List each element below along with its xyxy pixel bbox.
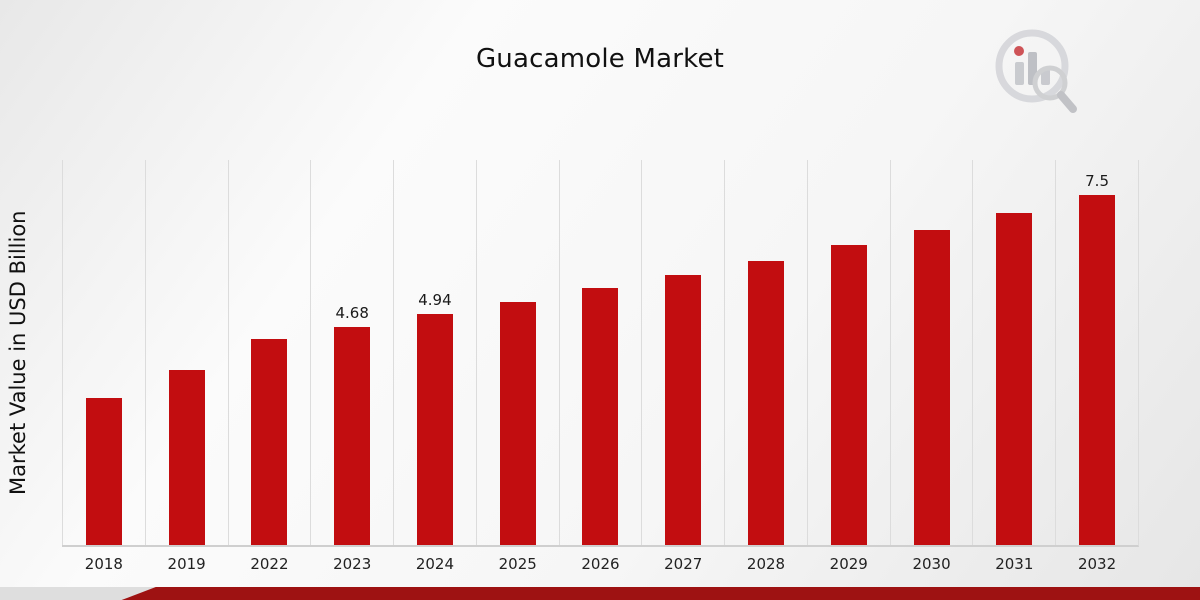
bar-2025 (499, 302, 536, 545)
bar-slot: 2029 (806, 160, 890, 573)
footer-band (0, 587, 1200, 600)
x-tick-2029: 2029 (829, 555, 868, 573)
x-tick-2023: 2023 (333, 555, 372, 573)
plot-area: 2018 2019 2022 4.68 2023 4.94 2024 2025 2026 2027… (62, 160, 1139, 573)
data-label-2024: 4.94 (418, 291, 452, 309)
bar-slot: 2028 (724, 160, 807, 573)
bar-slot: 7.5 2032 (1055, 160, 1138, 573)
x-tick-2030: 2030 (912, 555, 951, 573)
data-label-2032: 7.5 (1085, 172, 1109, 190)
bar-2030 (913, 230, 950, 545)
x-tick-2027: 2027 (664, 555, 703, 573)
bar-slot: 4.68 2023 (310, 160, 393, 573)
x-tick-2028: 2028 (746, 555, 786, 573)
bar-slot: 2019 (144, 160, 228, 573)
bar-slot: 2022 (227, 160, 311, 573)
x-tick-2022: 2022 (250, 555, 289, 573)
bar-slot: 2026 (558, 160, 642, 573)
bar-2018 (85, 398, 122, 545)
bar-2029 (830, 245, 867, 545)
bar-2019 (168, 370, 205, 545)
chart-title: Guacamole Market (475, 44, 725, 74)
bar-slot: 4.94 2024 (393, 160, 476, 573)
x-tick-2024: 2024 (415, 555, 455, 573)
x-tick-2032: 2032 (1077, 555, 1117, 573)
bar-2024 (416, 314, 453, 545)
bar-slot: 2027 (641, 160, 724, 573)
footer-wedge (0, 587, 156, 600)
bar-slot: 2025 (475, 160, 559, 573)
bar-2028 (748, 261, 784, 545)
x-tick-2025: 2025 (498, 555, 537, 573)
y-axis-label: Market Value in USD Billion (6, 210, 30, 495)
bar-2027 (665, 275, 702, 545)
bar-2023 (334, 327, 371, 545)
bar-chart-magnifier-icon (995, 29, 1077, 113)
bar-2031 (996, 213, 1033, 545)
bar-2022 (251, 339, 288, 545)
data-label-2023: 4.68 (335, 304, 369, 322)
bar-2032 (1079, 195, 1116, 545)
x-tick-2026: 2026 (581, 555, 620, 573)
brand-logo (988, 26, 1088, 120)
x-tick-2018: 2018 (84, 555, 123, 573)
bar-2026 (582, 288, 619, 545)
bar-slot: 2031 (972, 160, 1055, 573)
bar-slot: 2018 (62, 160, 145, 573)
x-tick-2031: 2031 (995, 555, 1034, 573)
x-tick-2019: 2019 (167, 555, 206, 573)
bar-slot: 2030 (889, 160, 973, 573)
